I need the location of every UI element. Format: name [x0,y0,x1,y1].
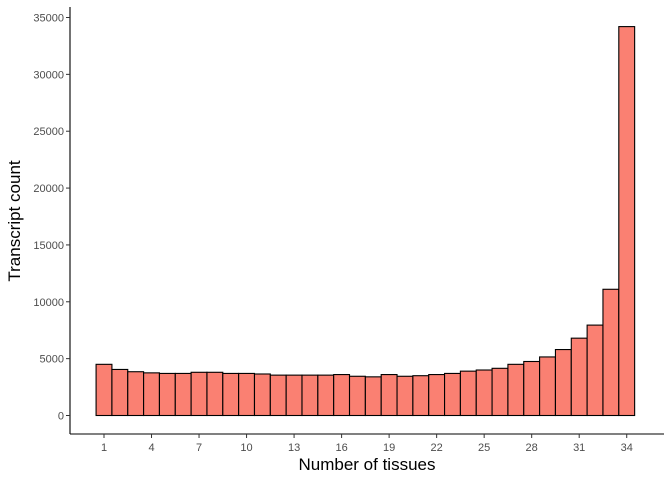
bar-12 [269,374,287,417]
y-tick-label: 0 [58,411,64,423]
bar-17 [348,375,366,417]
bar-15 [317,374,335,417]
bar-20 [396,375,414,417]
x-tick-label: 22 [431,442,443,454]
bar-14 [301,374,319,417]
y-tick-label: 35000 [33,13,64,25]
x-tick-label: 13 [288,442,300,454]
bar-2 [111,368,129,417]
bar-24 [459,370,477,417]
bar-10 [238,372,256,417]
x-tick-label: 16 [335,442,347,454]
y-ticks-group: 0 5000 10000 15000 20000 25000 30000 35000 [33,13,70,423]
bars-group [95,26,636,417]
y-tick-label: 5000 [40,354,64,366]
bar-30 [554,348,572,417]
x-tick-label: 1 [101,442,107,454]
bar-4 [143,372,160,417]
bar-11 [253,373,271,417]
bar-9 [222,372,240,417]
y-axis-title: Transcript count [5,160,24,282]
x-tick-label: 4 [148,442,154,454]
y-tick-label: 20000 [33,183,64,195]
bar-1 [95,363,113,417]
x-ticks-group: 1 4 7 10 13 16 19 22 25 28 31 34 [101,434,633,454]
bar-25 [475,369,493,417]
bar-5 [158,372,176,417]
y-tick-label: 25000 [33,126,64,138]
y-tick-label: 30000 [33,69,64,81]
bar-29 [539,356,556,417]
y-tick-label: 10000 [33,297,64,309]
bar-21 [412,375,430,417]
bar-19 [380,374,398,417]
bar-34 [618,26,636,417]
bar-3 [127,371,145,417]
x-tick-label: 19 [383,442,395,454]
bar-28 [523,360,541,417]
bar-32 [586,324,604,417]
bar-18 [364,376,382,417]
x-tick-label: 25 [478,442,490,454]
bar-27 [507,363,525,417]
x-tick-label: 10 [240,442,252,454]
y-tick-label: 15000 [33,240,64,252]
x-tick-label: 34 [621,442,633,454]
x-tick-label: 28 [526,442,538,454]
x-axis-title: Number of tissues [299,455,436,474]
bar-7 [190,371,208,417]
bar-6 [174,372,192,417]
bar-31 [570,337,588,417]
bar-8 [206,371,224,417]
bar-22 [428,374,446,417]
x-tick-label: 31 [573,442,585,454]
bar-33 [602,288,620,417]
x-tick-label: 7 [196,442,202,454]
bar-26 [491,367,509,417]
bar-16 [333,374,351,417]
bar-13 [285,374,303,417]
bar-23 [444,372,461,417]
